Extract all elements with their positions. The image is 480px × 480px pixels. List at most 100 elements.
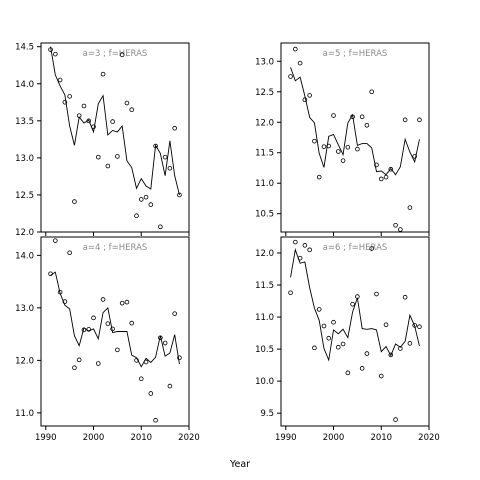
y-tick-label: 9.5	[260, 409, 274, 419]
data-point	[91, 124, 96, 130]
data-point	[124, 100, 130, 106]
data-point	[119, 52, 125, 58]
series-line	[50, 46, 180, 196]
data-point	[57, 77, 63, 83]
chart-panel: a=5 ; f=HERAS 10.5 11.0 11.5 12.0 12.5 13.0	[255, 42, 430, 236]
data-point	[331, 113, 336, 118]
data-point	[374, 291, 379, 297]
data-point	[288, 290, 293, 296]
panel-frame	[40, 42, 190, 233]
data-point	[307, 93, 312, 98]
data-point	[95, 154, 101, 160]
data-point	[340, 158, 346, 163]
data-point	[153, 143, 158, 149]
y-tick-label: 14.0	[15, 80, 34, 90]
data-point	[402, 294, 408, 300]
data-point	[177, 355, 182, 361]
data-point	[162, 340, 168, 346]
data-point	[335, 344, 341, 350]
y-tick-label: 11.5	[255, 281, 274, 291]
data-point	[67, 250, 72, 256]
data-point	[72, 199, 77, 204]
y-tick-label: 12.0	[15, 228, 34, 238]
y-tick-label: 12.0	[15, 356, 34, 366]
data-point	[398, 227, 403, 232]
data-point	[417, 117, 422, 123]
data-point	[53, 238, 58, 243]
data-point	[86, 118, 92, 124]
data-point	[293, 46, 298, 52]
data-point	[81, 327, 87, 333]
data-point	[388, 352, 394, 358]
data-point	[76, 357, 82, 363]
data-point	[321, 323, 327, 329]
data-point	[321, 144, 327, 149]
data-point	[76, 113, 82, 118]
data-point	[148, 391, 154, 396]
y-tick-label: 13.0	[15, 304, 34, 314]
data-point	[86, 327, 92, 332]
chart-panel: a=4 ; f=HERAS 11.0 12.0 13.0 14.0 1990 2000 201…	[15, 236, 200, 443]
data-point	[148, 202, 154, 207]
series-line	[290, 248, 420, 362]
chart-panel: a=6 ; f=HERAS 9.5 10.0 10.5 11.0 11.5 12.0 1990…	[255, 236, 440, 443]
data-point	[129, 107, 135, 113]
y-tick-label: 10.5	[255, 210, 274, 220]
data-point	[345, 370, 351, 376]
data-point	[326, 335, 332, 341]
data-point	[67, 94, 72, 99]
data-point	[100, 297, 106, 302]
data-point	[129, 320, 135, 326]
data-point	[57, 289, 63, 295]
x-tick-label: 1990	[35, 433, 57, 443]
series-line	[50, 271, 180, 368]
data-point	[62, 99, 68, 105]
data-point	[81, 103, 87, 109]
data-point	[100, 71, 106, 77]
data-point	[153, 417, 158, 423]
data-point	[110, 326, 115, 332]
data-point	[355, 294, 360, 299]
x-tick-label: 2010	[370, 433, 392, 443]
data-point	[359, 366, 365, 371]
data-point	[302, 97, 308, 102]
data-point	[364, 351, 370, 356]
data-point	[158, 224, 163, 230]
data-point	[307, 247, 312, 253]
y-tick-label: 13.0	[255, 57, 274, 67]
data-point	[369, 246, 375, 251]
y-tick-label: 12.0	[255, 118, 274, 128]
data-point	[105, 321, 111, 326]
y-tick-label: 11.0	[255, 179, 274, 189]
data-point	[158, 335, 163, 341]
panel-title: a=5 ; f=HERAS	[323, 49, 388, 59]
data-point	[105, 163, 111, 169]
x-tick-label: 2020	[178, 433, 200, 443]
data-point	[331, 319, 336, 325]
data-point	[53, 51, 58, 57]
data-point	[134, 213, 139, 218]
data-point	[62, 299, 68, 304]
data-point	[172, 125, 177, 131]
y-tick-label: 14.5	[15, 43, 34, 53]
y-tick-label: 12.5	[15, 191, 34, 201]
data-point	[335, 149, 341, 154]
data-point	[312, 345, 317, 351]
data-point	[293, 239, 298, 245]
data-point	[378, 176, 384, 182]
chart-panel: a=3 ; f=HERAS 12.0 12.5 13.0 13.5 14.0 14.5	[15, 42, 190, 238]
y-tick-label: 11.5	[255, 149, 274, 159]
data-point	[297, 60, 303, 66]
data-point	[297, 255, 303, 261]
x-tick-label: 2010	[130, 433, 152, 443]
panel-frame	[40, 236, 190, 427]
data-point	[115, 347, 120, 353]
data-point	[172, 311, 177, 316]
data-point	[312, 138, 317, 144]
data-point	[388, 166, 394, 172]
data-point	[167, 165, 173, 171]
y-tick-label: 11.0	[255, 313, 274, 323]
data-point	[316, 174, 322, 180]
data-point	[340, 341, 346, 347]
